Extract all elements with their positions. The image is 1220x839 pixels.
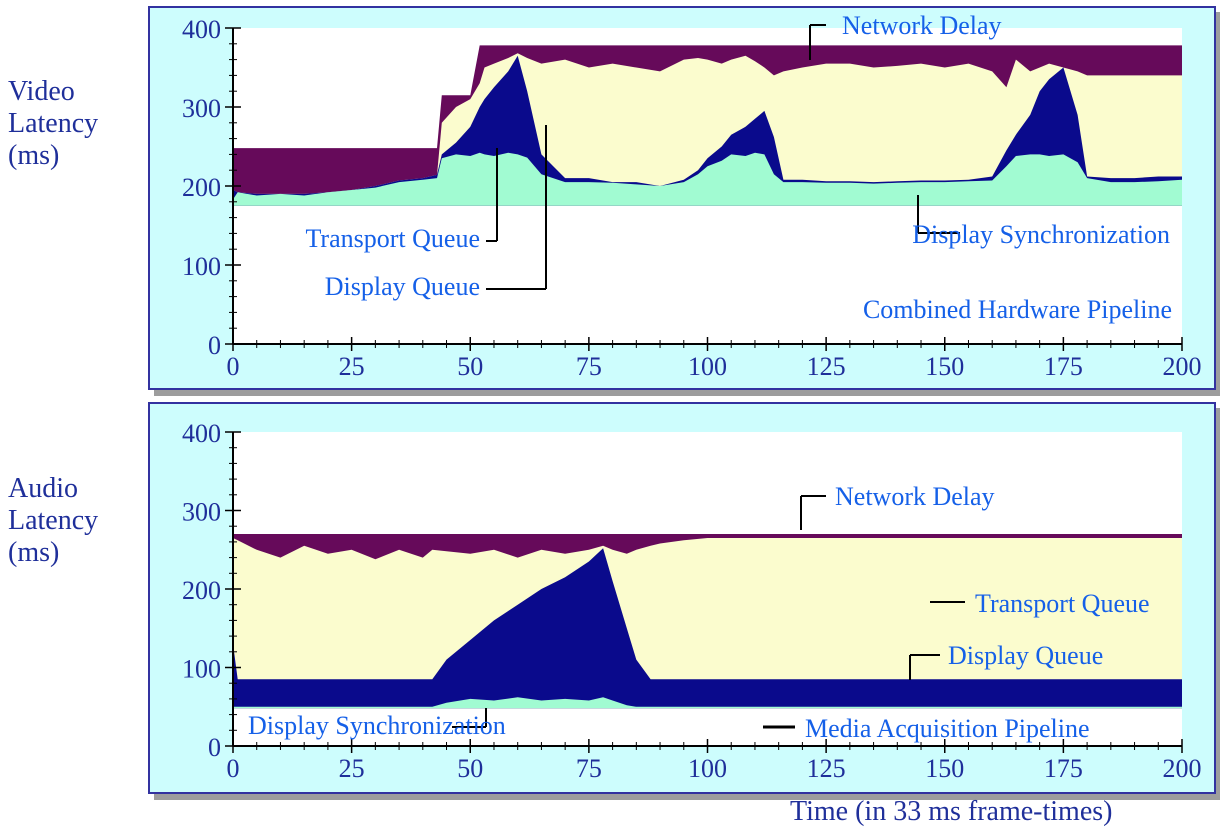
audio-ytick-label: 100: [182, 655, 221, 684]
video-xtick-label: 100: [688, 352, 727, 381]
video-area-network-delay: [233, 152, 1182, 206]
audio-xtick-label: 0: [227, 754, 240, 783]
audio-xtick-label: 100: [688, 754, 727, 783]
video-ytick-label: 200: [182, 173, 221, 202]
x-axis-title: Time (in 33 ms frame-times): [790, 796, 1113, 827]
audio-label-network-delay: Network Delay: [835, 482, 995, 511]
audio-xtick-label: 125: [807, 754, 846, 783]
video-ytick-label: 400: [182, 15, 221, 44]
video-ytick-label: 100: [182, 252, 221, 281]
audio-area-network-delay: [233, 697, 1182, 709]
video-label-transport-queue: Transport Queue: [305, 224, 480, 253]
audio-pipeline-label: Media Acquisition Pipeline: [805, 714, 1090, 743]
video-xtick-label: 200: [1163, 352, 1202, 381]
audio-ytick-label: 0: [208, 733, 221, 762]
audio-latency-ylabel: Audio Latency (ms): [8, 473, 98, 569]
video-xtick-label: 150: [925, 352, 964, 381]
audio-ytick-label: 300: [182, 498, 221, 527]
video-ytick-label: 0: [208, 331, 221, 360]
audio-xtick-label: 50: [457, 754, 483, 783]
audio-ylabel-text: Audio Latency (ms): [8, 473, 99, 568]
video-xtick-label: 50: [457, 352, 483, 381]
audio-label-display-queue: Display Queue: [948, 641, 1103, 670]
video-xtick-label: 125: [807, 352, 846, 381]
video-label-display-synchronization: Display Synchronization: [912, 220, 1170, 249]
video-xtick-label: 75: [576, 352, 602, 381]
audio-ytick-label: 400: [182, 419, 221, 448]
video-xtick-label: 0: [227, 352, 240, 381]
audio-area-transport-queue: [233, 548, 1182, 709]
video-xtick-label: 175: [1044, 352, 1083, 381]
audio-xtick-label: 75: [576, 754, 602, 783]
audio-xtick-label: 200: [1163, 754, 1202, 783]
video-latency-ylabel: Video Latency (ms): [8, 76, 98, 172]
audio-label-transport-queue: Transport Queue: [975, 589, 1150, 618]
video-pipeline-label: Combined Hardware Pipeline: [863, 295, 1172, 324]
audio-xtick-label: 175: [1044, 754, 1083, 783]
video-ylabel-text: Video Latency (ms): [8, 76, 99, 171]
audio-ytick-label: 200: [182, 576, 221, 605]
video-ytick-label: 300: [182, 94, 221, 123]
audio-xtick-label: 150: [925, 754, 964, 783]
audio-label-display-synchronization: Display Synchronization: [248, 711, 506, 740]
video-label-display-queue: Display Queue: [325, 272, 480, 301]
video-label-network-delay: Network Delay: [842, 11, 1002, 40]
audio-xtick-label: 25: [339, 754, 365, 783]
video-xtick-label: 25: [339, 352, 365, 381]
